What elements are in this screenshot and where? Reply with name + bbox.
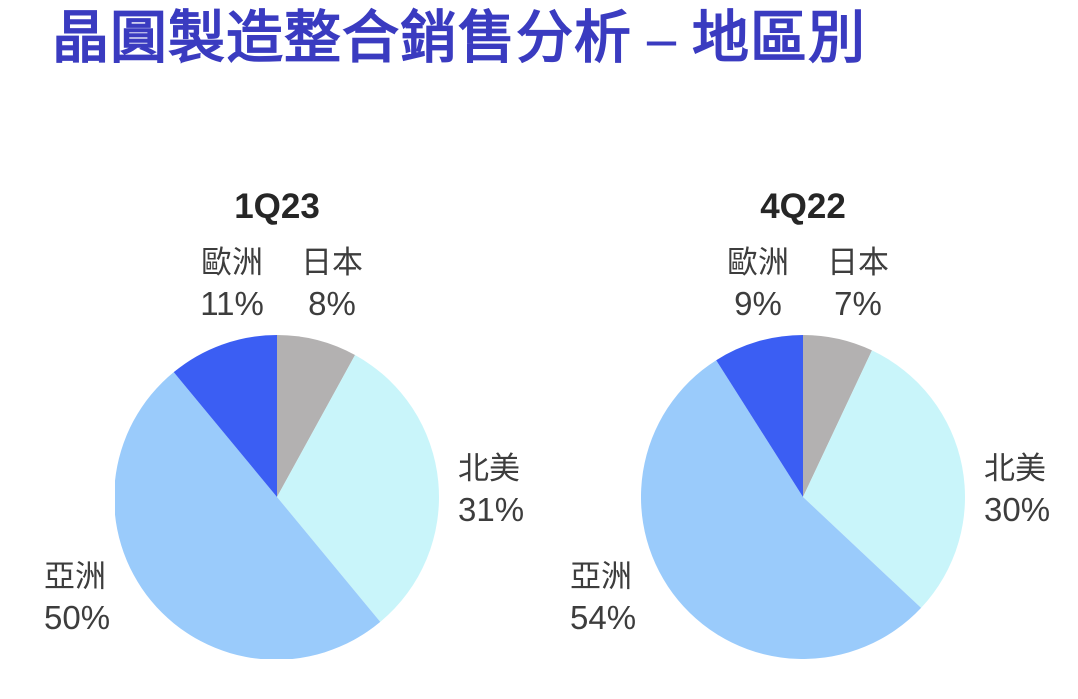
north-america-label: 北美 (458, 451, 520, 486)
asia-label: 亞洲 (570, 559, 632, 594)
japan-pct: 7% (834, 285, 882, 322)
asia-pct: 54% (570, 599, 637, 636)
north-america-pct: 31% (458, 491, 525, 528)
label-europe: 歐洲 9% (698, 243, 818, 325)
label-north-america: 北美 31% (458, 449, 578, 531)
asia-label: 亞洲 (44, 559, 106, 594)
label-europe: 歐洲 11% (172, 243, 292, 325)
chart-title: 4Q22 (760, 187, 846, 226)
pie-chart-4q22: 4Q22 歐洲 9% 日本 7% 北美 30% 亞洲 54% (526, 185, 1078, 699)
asia-pct: 50% (44, 599, 111, 636)
europe-label: 歐洲 (201, 245, 263, 280)
label-north-america: 北美 30% (984, 449, 1078, 531)
pie-slice-asia (114, 372, 381, 660)
label-asia: 亞洲 50% (44, 557, 164, 639)
europe-pct: 9% (734, 285, 782, 322)
japan-label: 日本 (827, 245, 889, 280)
chart-title: 1Q23 (234, 187, 320, 226)
label-asia: 亞洲 54% (570, 557, 690, 639)
japan-pct: 8% (308, 285, 356, 322)
pie-slice-asia (640, 360, 922, 660)
pie-wrap (640, 335, 965, 660)
pie-slice-north-america (277, 355, 439, 622)
pie-slice-north-america (803, 350, 965, 608)
pie-wrap (114, 335, 439, 660)
label-japan: 日本 7% (798, 243, 918, 325)
europe-label: 歐洲 (727, 245, 789, 280)
pie-svg (640, 335, 965, 660)
pie-slice-japan (803, 335, 872, 497)
pie-slice-europe (716, 335, 803, 497)
north-america-label: 北美 (984, 451, 1046, 486)
north-america-pct: 30% (984, 491, 1051, 528)
europe-pct: 11% (200, 285, 264, 322)
japan-label: 日本 (301, 245, 363, 280)
pie-chart-1q23: 1Q23 歐洲 11% 日本 8% 北美 31% 亞洲 50% (0, 185, 554, 699)
label-japan: 日本 8% (272, 243, 392, 325)
page-title: 晶圓製造整合銷售分析 – 地區別 (52, 7, 866, 70)
pie-slice-japan (277, 335, 356, 497)
pie-slice-europe (173, 335, 277, 497)
pie-svg (114, 335, 439, 660)
